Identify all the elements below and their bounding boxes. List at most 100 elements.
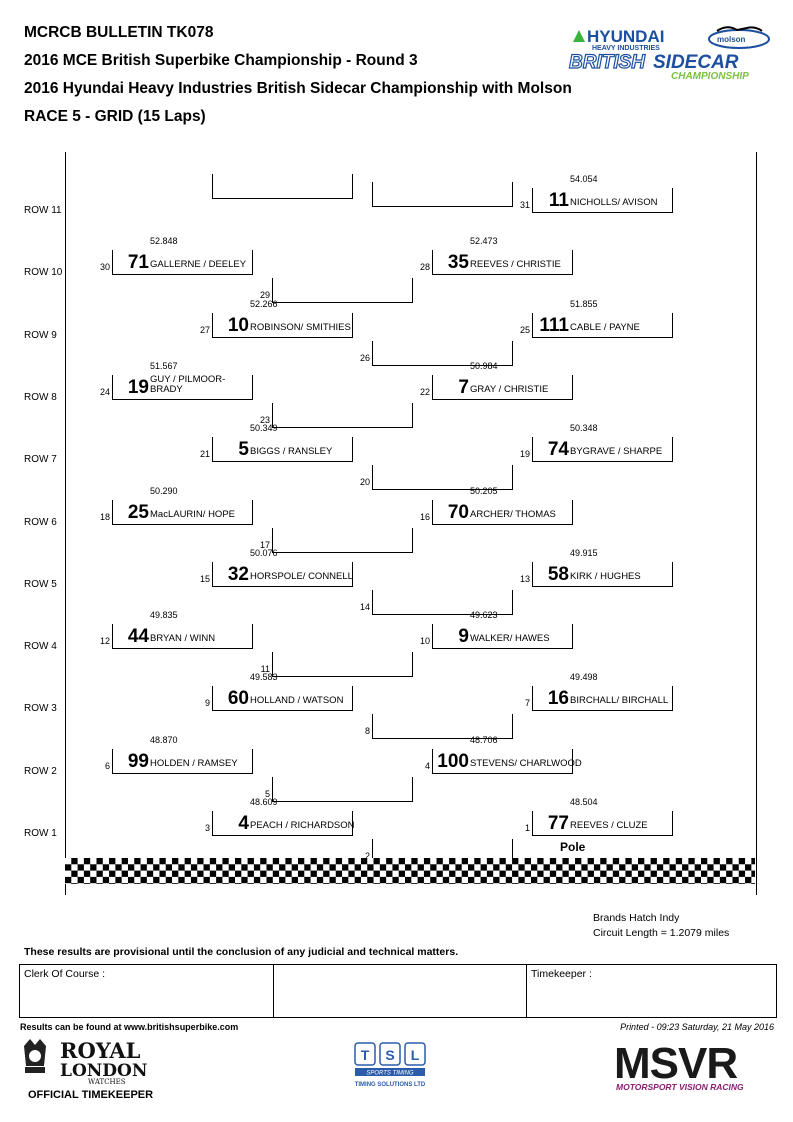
grid-position: 20 bbox=[359, 477, 370, 487]
svg-text:molson: molson bbox=[717, 35, 746, 44]
crew-names: MacLAURIN/ HOPE bbox=[150, 509, 235, 520]
qualifying-time: 51.855 bbox=[570, 299, 598, 309]
grid-slot: 6 99 HOLDEN / RAMSEY 48.870 bbox=[105, 735, 253, 774]
grid-slot: 16 70 ARCHER/ THOMAS 50.205 bbox=[420, 486, 573, 525]
grid-slot: 7 16 BIRCHALL/ BIRCHALL 49.498 bbox=[525, 672, 673, 711]
race-number: 19 bbox=[127, 377, 149, 398]
slot-divider bbox=[372, 590, 373, 614]
grid-slot: 26 bbox=[360, 341, 513, 366]
qualifying-time: 52.266 bbox=[250, 299, 278, 309]
grid-position: 26 bbox=[359, 353, 370, 363]
crew-names: HOLDEN / RAMSEY bbox=[150, 758, 238, 769]
row-label: ROW 6 bbox=[24, 517, 57, 528]
slot-divider bbox=[212, 174, 213, 198]
slot-divider bbox=[372, 839, 373, 863]
crown-icon bbox=[24, 1039, 46, 1073]
crew-names: REEVES / CLUZE bbox=[570, 820, 648, 831]
crew-names: WALKER/ HAWES bbox=[470, 633, 550, 644]
crew-names: KIRK / HUGHES bbox=[570, 571, 641, 582]
slot-divider bbox=[432, 624, 433, 648]
race-number: 11 bbox=[548, 190, 569, 211]
slot-divider bbox=[532, 313, 533, 337]
grid-slot: 28 35 REEVES / CHRISTIE 52.473 bbox=[420, 236, 573, 275]
grid-position: 28 bbox=[419, 262, 430, 272]
qualifying-time: 49.583 bbox=[250, 672, 278, 682]
row-label: ROW 10 bbox=[24, 267, 63, 278]
slot-divider bbox=[532, 562, 533, 586]
timekeeper-cell: Timekeeper : bbox=[527, 965, 776, 1017]
race-number: 9 bbox=[458, 626, 469, 647]
grid-position: 23 bbox=[259, 415, 270, 425]
grid-slot: 18 25 MacLAURIN/ HOPE 50.290 bbox=[100, 486, 253, 525]
grid-slot: 9 60 HOLLAND / WATSON 49.583 bbox=[205, 672, 353, 711]
slot-divider bbox=[112, 624, 113, 648]
grid-position: 4 bbox=[424, 761, 430, 771]
blank-signature-cell bbox=[274, 965, 527, 1017]
hyundai-sidecar-logo: HYUNDAI HEAVY INDUSTRIES molson BRITISH … bbox=[568, 26, 770, 82]
svg-text:LONDON: LONDON bbox=[60, 1061, 147, 1081]
slot-divider bbox=[372, 465, 373, 489]
race-number: 7 bbox=[458, 377, 469, 398]
clerk-label: Clerk Of Course : bbox=[24, 968, 106, 980]
slot-divider bbox=[212, 437, 213, 461]
slot-divider bbox=[212, 562, 213, 586]
svg-text:SIDECAR: SIDECAR bbox=[653, 52, 739, 73]
svg-text:ROYAL: ROYAL bbox=[60, 1038, 141, 1063]
qualifying-time: 48.504 bbox=[570, 797, 598, 807]
qualifying-time: 50.205 bbox=[470, 486, 498, 496]
slot-divider bbox=[372, 714, 373, 738]
grid-slot: 1 77 REEVES / CLUZE 48.504 bbox=[525, 797, 673, 836]
grid-position: 27 bbox=[199, 325, 210, 335]
grid-frame bbox=[65, 152, 757, 895]
svg-text:CHAMPIONSHIP: CHAMPIONSHIP bbox=[671, 71, 749, 82]
series-title: 2016 Hyundai Heavy Industries British Si… bbox=[24, 80, 572, 97]
svg-text:HYUNDAI: HYUNDAI bbox=[587, 27, 664, 46]
grid-position: 19 bbox=[519, 449, 530, 459]
grid-slot: 8 bbox=[365, 714, 513, 739]
grid-slot: 24 19 GUY / PILMOOR-BRADY 51.567 bbox=[100, 361, 253, 400]
svg-text:L: L bbox=[411, 1047, 420, 1063]
circuit-length: Circuit Length = 1.2079 miles bbox=[593, 927, 730, 939]
grid-slot: 31 11 NICHOLLS/ AVISON 54.054 bbox=[520, 174, 673, 213]
qualifying-time: 52.848 bbox=[150, 236, 178, 246]
crew-names: CABLE / PAYNE bbox=[570, 322, 640, 333]
grid-slot: 22 7 GRAY / CHRISTIE 50.984 bbox=[420, 361, 573, 400]
row-label: ROW 5 bbox=[24, 579, 57, 590]
slot-divider bbox=[272, 403, 273, 427]
race-number: 44 bbox=[127, 626, 149, 647]
grid-position: 1 bbox=[524, 823, 530, 833]
slot-divider bbox=[272, 278, 273, 302]
bulletin-title: MCRCB BULLETIN TK078 bbox=[24, 24, 214, 41]
crew-names: GUY / PILMOOR-BRADY bbox=[150, 374, 226, 395]
crew-names: BYGRAVE / SHARPE bbox=[570, 446, 663, 457]
row-label: ROW 8 bbox=[24, 392, 57, 403]
grid-slot: 19 74 BYGRAVE / SHARPE 50.348 bbox=[520, 423, 673, 462]
svg-text:S: S bbox=[385, 1047, 394, 1063]
grid-position: 15 bbox=[199, 574, 210, 584]
grid-slot: 17 bbox=[260, 528, 413, 553]
grid-position: 21 bbox=[199, 449, 210, 459]
crew-names: BRYAN / WINN bbox=[150, 633, 216, 644]
crew-names: GALLERNE / DEELEY bbox=[150, 259, 247, 270]
slot-divider bbox=[272, 528, 273, 552]
grid-slot: 4 100 STEVENS/ CHARLWOOD 48.706 bbox=[425, 735, 582, 774]
crew-names: HOLLAND / WATSON bbox=[250, 695, 344, 706]
circuit-name: Brands Hatch Indy bbox=[593, 912, 680, 924]
slot-divider bbox=[212, 313, 213, 337]
grid-slot: 12 44 BRYAN / WINN 49.835 bbox=[100, 610, 253, 649]
row-label: ROW 11 bbox=[24, 205, 62, 216]
race-number: 60 bbox=[227, 688, 249, 709]
slot-divider bbox=[112, 250, 113, 274]
grid-slot: 10 9 WALKER/ HAWES 49.623 bbox=[420, 610, 573, 649]
slot-divider bbox=[272, 777, 273, 801]
row-label: ROW 1 bbox=[24, 828, 57, 839]
grid-slot: 20 bbox=[360, 465, 513, 490]
race-number: 5 bbox=[238, 439, 249, 460]
grid-position: 2 bbox=[364, 851, 370, 861]
race-number: 25 bbox=[127, 502, 149, 523]
race-number: 32 bbox=[227, 564, 249, 585]
crew-names: ARCHER/ THOMAS bbox=[470, 509, 556, 520]
printed-timestamp: Printed - 09:23 Saturday, 21 May 2016 bbox=[620, 1022, 774, 1032]
grid-position: 22 bbox=[419, 387, 430, 397]
pole-label: Pole bbox=[560, 840, 586, 854]
